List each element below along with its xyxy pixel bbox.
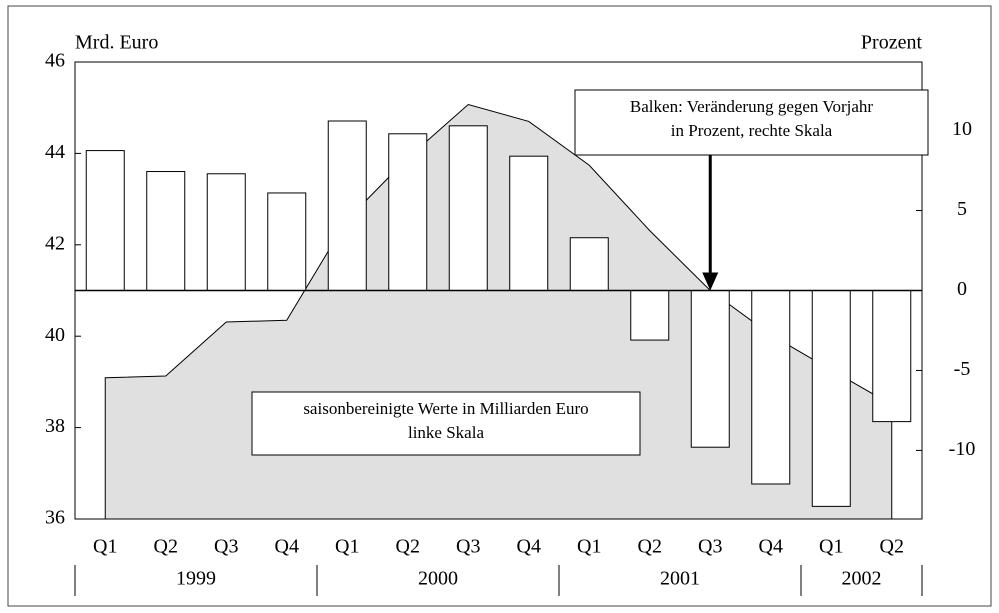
bar [569, 237, 609, 291]
bar [146, 171, 186, 291]
bar [872, 290, 912, 423]
y-tick-label: 40 [45, 324, 65, 346]
x-tick-label: Q3 [698, 536, 722, 558]
year-label: 2002 [842, 568, 882, 590]
bar [630, 290, 670, 341]
bar [206, 173, 246, 291]
x-tick-label: Q3 [214, 536, 238, 558]
bar [327, 120, 367, 291]
year-label: 2001 [660, 568, 700, 590]
bar [388, 133, 428, 291]
bar [267, 192, 307, 291]
y2-tick-label: -10 [949, 438, 976, 460]
annotation-box [251, 391, 641, 456]
x-tick-label: Q1 [819, 536, 843, 558]
y-axis-label: Mrd. Euro [75, 32, 158, 54]
x-tick-label: Q4 [517, 536, 541, 558]
bar [811, 290, 851, 507]
bar [690, 290, 730, 448]
bar [448, 125, 488, 292]
x-tick-label: Q1 [93, 536, 117, 558]
y2-tick-label: 5 [957, 198, 967, 220]
y-tick-label: 36 [45, 507, 65, 529]
x-tick-label: Q1 [577, 536, 601, 558]
bar [509, 155, 549, 291]
annotation: saisonbereinigte Werte in Milliarden Eur… [251, 391, 641, 456]
year-label: 2000 [418, 568, 458, 590]
x-tick-label: Q2 [154, 536, 178, 558]
x-tick-label: Q4 [275, 536, 299, 558]
annotation-text: Balken: Veränderung gegen Vorjahr [630, 97, 873, 116]
annotation-text: in Prozent, rechte Skala [671, 121, 833, 140]
x-tick-label: Q2 [880, 536, 904, 558]
y-tick-label: 38 [45, 415, 65, 437]
annotation-text: saisonbereinigte Werte in Milliarden Eur… [303, 399, 588, 418]
x-tick-label: Q2 [638, 536, 662, 558]
annotation-text: linke Skala [408, 423, 484, 442]
x-tick-label: Q1 [335, 536, 359, 558]
annotation-box [574, 89, 929, 156]
x-tick-label: Q4 [759, 536, 783, 558]
y2-tick-label: 10 [952, 118, 972, 140]
y-tick-label: 44 [45, 141, 65, 163]
y-tick-label: 46 [45, 50, 65, 72]
y2-axis-label: Prozent [861, 32, 923, 54]
x-tick-label: Q2 [396, 536, 420, 558]
y2-tick-label: -5 [954, 358, 971, 380]
bar [751, 290, 791, 485]
bar [85, 150, 125, 291]
arrow-head [702, 272, 719, 291]
annotation: Balken: Veränderung gegen Vorjahr in Proz… [574, 89, 929, 156]
x-tick-label: Q3 [456, 536, 480, 558]
frame [7, 5, 992, 607]
y2-tick-label: 0 [957, 278, 967, 300]
year-label: 1999 [176, 568, 216, 590]
y-tick-label: 42 [45, 232, 65, 254]
